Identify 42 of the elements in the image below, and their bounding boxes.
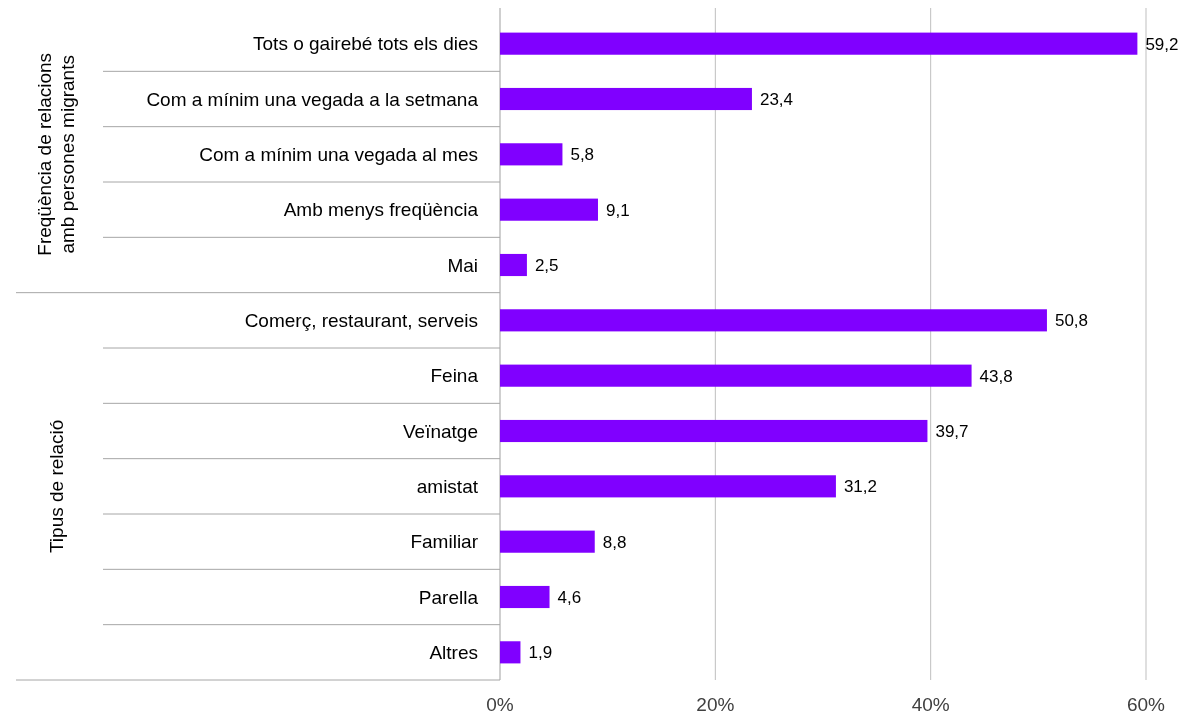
bar (500, 419, 928, 443)
x-tick-label: 40% (911, 694, 950, 715)
y-tick-label: Feina (430, 365, 479, 387)
text: Freqüència de relacions amb persones migrants (34, 52, 79, 256)
data-label: 39,7 (935, 421, 969, 441)
y-tick-label: Familiar (410, 531, 479, 553)
y-tick-label: Com a mínim una vegada a la setmana (146, 88, 479, 110)
data-label: 1,9 (528, 643, 553, 663)
bar (500, 364, 972, 387)
x-tick-label: 0% (486, 694, 514, 715)
x-tick-label: 60% (1126, 694, 1166, 715)
bar (500, 585, 550, 609)
bar (500, 253, 527, 277)
bar (500, 32, 1138, 55)
data-label: 23,4 (759, 89, 794, 109)
y-tick-label: Parella (418, 586, 479, 608)
data-label: 2,5 (534, 255, 559, 275)
data-label: 31,2 (843, 477, 878, 497)
y-tick-label: Amb menys freqüència (283, 199, 479, 221)
y-tick-label: Veïnatge (402, 420, 478, 442)
bar (500, 309, 1047, 332)
data-label: 59,2 (1145, 34, 1179, 54)
data-label: 50,8 (1054, 311, 1089, 331)
bar (500, 475, 836, 498)
data-label: 9,1 (605, 200, 630, 220)
data-label: 8,8 (602, 532, 627, 552)
y-tick-label: Mai (447, 254, 478, 276)
y-tick-label: amistat (416, 475, 479, 497)
bar (500, 198, 598, 221)
bar (500, 530, 595, 553)
data-label: 5,8 (570, 145, 595, 165)
data-label: 4,6 (557, 587, 582, 607)
data-label: 43,8 (979, 366, 1013, 386)
text: Tipus de relació (45, 419, 67, 554)
bar (500, 87, 752, 111)
bar (500, 143, 563, 166)
x-tick-label: 20% (696, 694, 735, 715)
y-tick-label: Tots o gairebé tots els dies (253, 33, 478, 55)
y-tick-label: Comerç, restaurant, serveis (244, 309, 478, 331)
y-tick-label: Altres (429, 641, 478, 663)
bar (500, 641, 521, 664)
y-tick-label: Com a mínim una vegada al mes (199, 143, 478, 165)
